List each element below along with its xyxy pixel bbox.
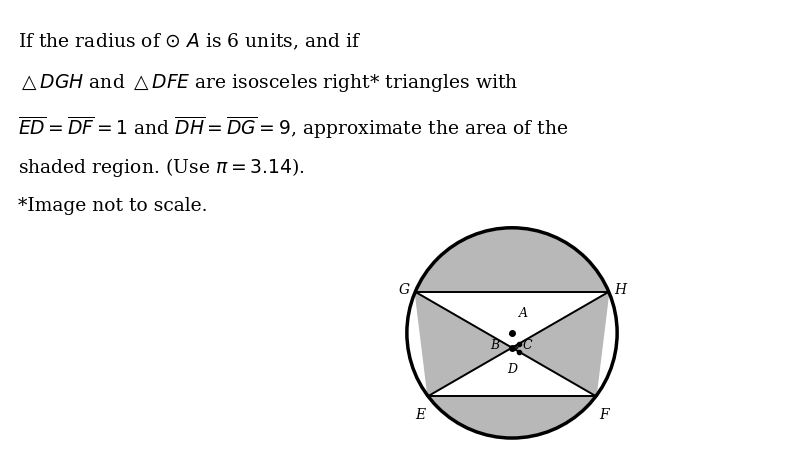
Text: E: E — [415, 407, 426, 421]
Text: D: D — [507, 362, 517, 375]
Text: $\overline{ED} = \overline{DF} = 1$ and $\overline{DH} = \overline{DG} = 9$, app: $\overline{ED} = \overline{DF} = 1$ and … — [18, 114, 569, 140]
Text: F: F — [598, 407, 608, 421]
Text: shaded region. (Use $\pi = 3.14$).: shaded region. (Use $\pi = 3.14$). — [18, 156, 305, 178]
Text: $\triangle DGH$ and $\triangle DFE$ are isosceles right* triangles with: $\triangle DGH$ and $\triangle DFE$ are … — [18, 72, 518, 94]
Text: *Image not to scale.: *Image not to scale. — [18, 197, 207, 215]
Text: C: C — [522, 339, 532, 352]
Polygon shape — [415, 228, 609, 292]
Text: B: B — [490, 339, 499, 352]
Text: A: A — [519, 307, 528, 319]
Polygon shape — [415, 292, 512, 397]
Text: G: G — [398, 282, 410, 297]
Text: H: H — [614, 282, 626, 297]
Text: If the radius of $\odot$ $A$ is 6 units, and if: If the radius of $\odot$ $A$ is 6 units,… — [18, 32, 362, 52]
Polygon shape — [428, 397, 596, 438]
Polygon shape — [512, 292, 609, 397]
